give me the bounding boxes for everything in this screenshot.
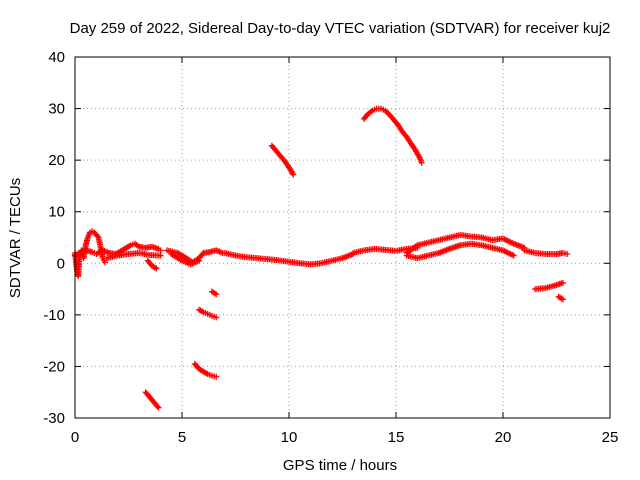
data-point [94, 233, 101, 240]
track-neg-23 [555, 293, 566, 303]
track-early-spike [72, 228, 108, 280]
axis-ticks: 0 5 10 15 20 25 -30 -20 -10 0 10 20 30 40 [43, 49, 618, 446]
x-tick-label: 0 [71, 429, 79, 446]
y-tick-label: 0 [57, 255, 65, 272]
grid-lines [75, 57, 610, 418]
track-neg-6-b [208, 288, 220, 298]
data-point [196, 257, 203, 264]
data-point [418, 159, 425, 166]
track-neg-6-a [196, 306, 220, 321]
track-15-21-lower [403, 240, 517, 262]
track-neg-22 [532, 279, 566, 293]
data-point [157, 247, 164, 254]
track-arc-9 [268, 142, 297, 178]
y-tick-label: -30 [43, 410, 65, 427]
data-point [213, 291, 220, 298]
data-point [155, 404, 162, 411]
data-point [564, 251, 571, 258]
x-tick-label: 5 [178, 429, 186, 446]
x-tick-label: 15 [388, 429, 405, 446]
data-point [213, 373, 220, 380]
track-neg-3 [142, 389, 162, 411]
data-point [101, 259, 108, 266]
track-arc-14 [360, 105, 425, 166]
track-7-13 [221, 249, 357, 268]
track-21-23 [521, 247, 571, 258]
data-point [413, 243, 420, 250]
plot-frame [74, 56, 611, 419]
data-point [153, 265, 160, 272]
data-point [290, 171, 297, 178]
data-point [559, 296, 566, 303]
y-tick-label: 20 [48, 152, 65, 169]
data-point [559, 279, 566, 286]
data-point [154, 403, 161, 410]
track-neg-6-c [191, 360, 220, 380]
chart-title: Day 259 of 2022, Sidereal Day-to-day VTE… [70, 20, 611, 37]
data-point [213, 314, 220, 321]
data-point [510, 252, 517, 259]
track-4-7-low [168, 251, 203, 268]
y-tick-label: 30 [48, 101, 65, 118]
y-axis-label: SDTVAR / TECUs [7, 178, 24, 298]
y-tick-label: 40 [48, 49, 65, 66]
track-main-low-0-4 [104, 249, 164, 262]
track-dip-3-5 [144, 257, 160, 272]
data-point [157, 252, 164, 259]
x-tick-label: 20 [495, 429, 512, 446]
y-tick-label: -10 [43, 307, 65, 324]
data-series [72, 105, 571, 411]
x-axis-label: GPS time / hours [283, 457, 397, 474]
y-tick-label: 10 [48, 204, 65, 221]
y-tick-label: -20 [43, 358, 65, 375]
x-tick-label: 25 [602, 429, 619, 446]
x-tick-label: 10 [281, 429, 298, 446]
